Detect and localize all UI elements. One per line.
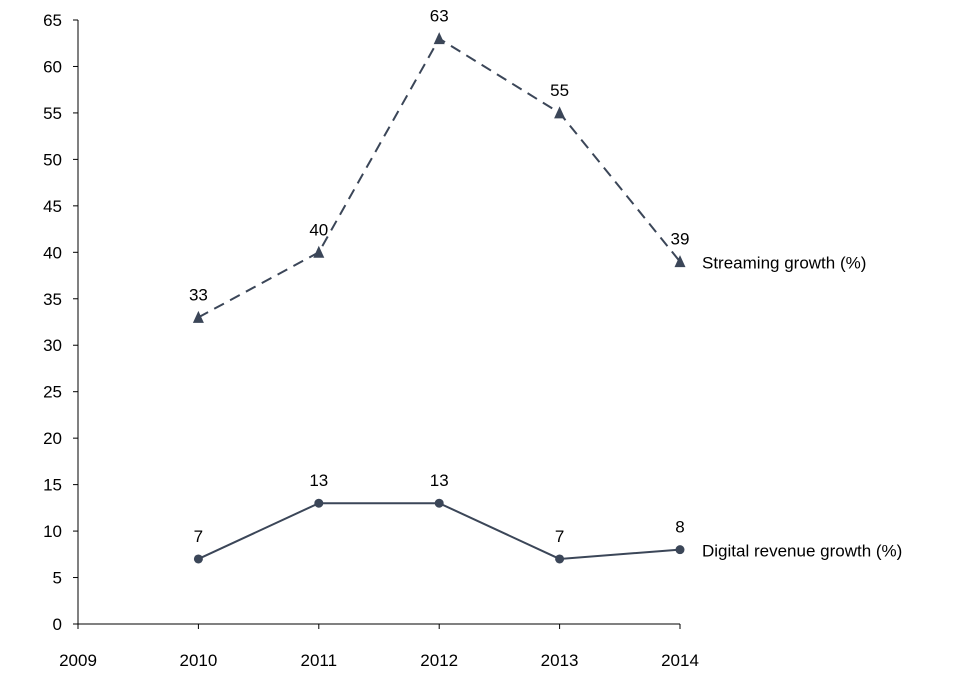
- data-label: 13: [309, 471, 328, 490]
- x-tick-label: 2013: [541, 651, 579, 670]
- x-tick-label: 2012: [420, 651, 458, 670]
- series-layer: 33 40 63 55 39 Streaming growth (%) 7 13 13 7 8 Dig…: [189, 7, 902, 564]
- series-circle: 7 13 13 7 8 Digital revenue growth (%): [193, 471, 902, 564]
- x-tick-label: 2011: [301, 651, 338, 670]
- y-tick-label: 40: [43, 243, 62, 262]
- axes: [77, 20, 680, 625]
- data-label: 55: [550, 81, 569, 100]
- data-point-triangle: [674, 255, 686, 268]
- data-point-circle: [314, 498, 324, 508]
- y-tick-label: 10: [43, 522, 62, 541]
- y-tick-label: 60: [43, 57, 62, 76]
- data-label: 40: [309, 220, 328, 239]
- data-point-circle: [434, 498, 444, 508]
- data-point-circle: [555, 554, 565, 564]
- series-name-label: Digital revenue growth (%): [702, 542, 902, 561]
- data-label: 8: [675, 518, 684, 537]
- data-point-triangle: [313, 245, 325, 258]
- y-tick-label: 5: [53, 569, 62, 588]
- data-label: 13: [430, 471, 449, 490]
- y-tick-label: 20: [43, 429, 62, 448]
- y-tick-label: 0: [53, 615, 62, 634]
- y-tick-label: 35: [43, 290, 62, 309]
- series-name-label: Streaming growth (%): [702, 254, 866, 273]
- y-tick-label: 55: [43, 104, 62, 123]
- y-axis-ticks: 0 5 10 15 20 25 30 35 40 45 50 55 60 65: [43, 11, 78, 634]
- data-point-triangle: [433, 32, 445, 45]
- y-tick-label: 45: [43, 197, 62, 216]
- y-tick-label: 65: [43, 11, 62, 30]
- data-label: 33: [189, 285, 208, 304]
- data-point-circle: [193, 554, 203, 564]
- data-label: 39: [671, 230, 690, 249]
- y-tick-label: 15: [43, 476, 62, 495]
- data-label: 7: [555, 527, 564, 546]
- series-line: [197, 37, 681, 319]
- data-point-circle: [675, 545, 685, 555]
- data-point-triangle: [192, 310, 204, 323]
- data-label: 7: [194, 527, 203, 546]
- x-tick-label: 2009: [59, 651, 97, 670]
- series-line: [197, 502, 681, 560]
- x-axis-ticks: 2009 2010 2011 2012 2013 2014: [59, 624, 699, 670]
- y-tick-label: 50: [43, 150, 62, 169]
- data-label: 63: [430, 7, 449, 26]
- x-tick-label: 2010: [179, 651, 217, 670]
- y-tick-label: 30: [43, 336, 62, 355]
- data-point-triangle: [554, 106, 566, 119]
- y-tick-label: 25: [43, 383, 62, 402]
- series-triangle: 33 40 63 55 39 Streaming growth (%): [189, 7, 866, 323]
- x-tick-label: 2014: [661, 651, 699, 670]
